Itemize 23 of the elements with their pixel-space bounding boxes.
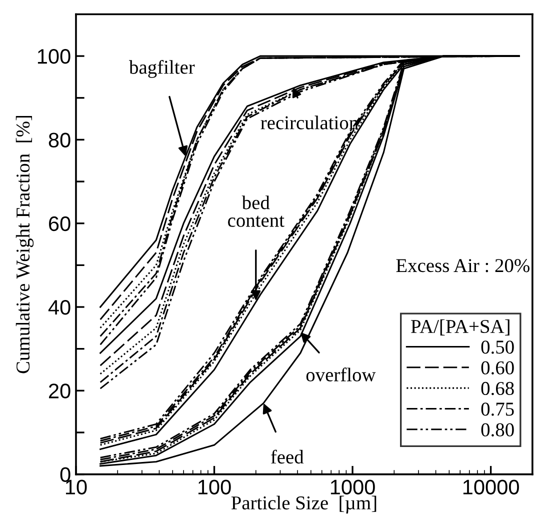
legend-title: PA/[PA+SA] bbox=[411, 319, 510, 336]
legend-label: 0.75 bbox=[481, 402, 514, 416]
x-tick-label: 10000 bbox=[463, 480, 519, 494]
annotation: overflow bbox=[306, 368, 376, 382]
y-tick-label: 80 bbox=[48, 132, 70, 148]
x-tick-label: 1000 bbox=[330, 480, 375, 494]
x-axis-title: Particle Size [µm] bbox=[231, 496, 376, 514]
y-tick-label: 60 bbox=[49, 216, 70, 232]
legend-label: 0.68 bbox=[481, 382, 514, 396]
legend-label: 0.60 bbox=[481, 361, 514, 374]
x-tick-label: 10 bbox=[66, 480, 87, 494]
legend-label: 0.80 bbox=[481, 423, 514, 436]
annotation: Excess Air : 20% bbox=[396, 259, 530, 272]
y-tick-label: 40 bbox=[48, 300, 70, 315]
y-tick-label: 20 bbox=[49, 384, 70, 398]
y-tick-label: 0 bbox=[60, 467, 70, 482]
y-axis-title: Cumulative Weight Fraction [%] bbox=[16, 116, 34, 374]
x-tick-label: 100 bbox=[198, 480, 231, 494]
annotation: bagfilter bbox=[129, 60, 195, 78]
annotation: bed content bbox=[228, 196, 284, 227]
legend-label: 0.50 bbox=[481, 340, 514, 354]
annotation: feed bbox=[270, 450, 304, 464]
y-tick-label: 100 bbox=[38, 49, 70, 64]
